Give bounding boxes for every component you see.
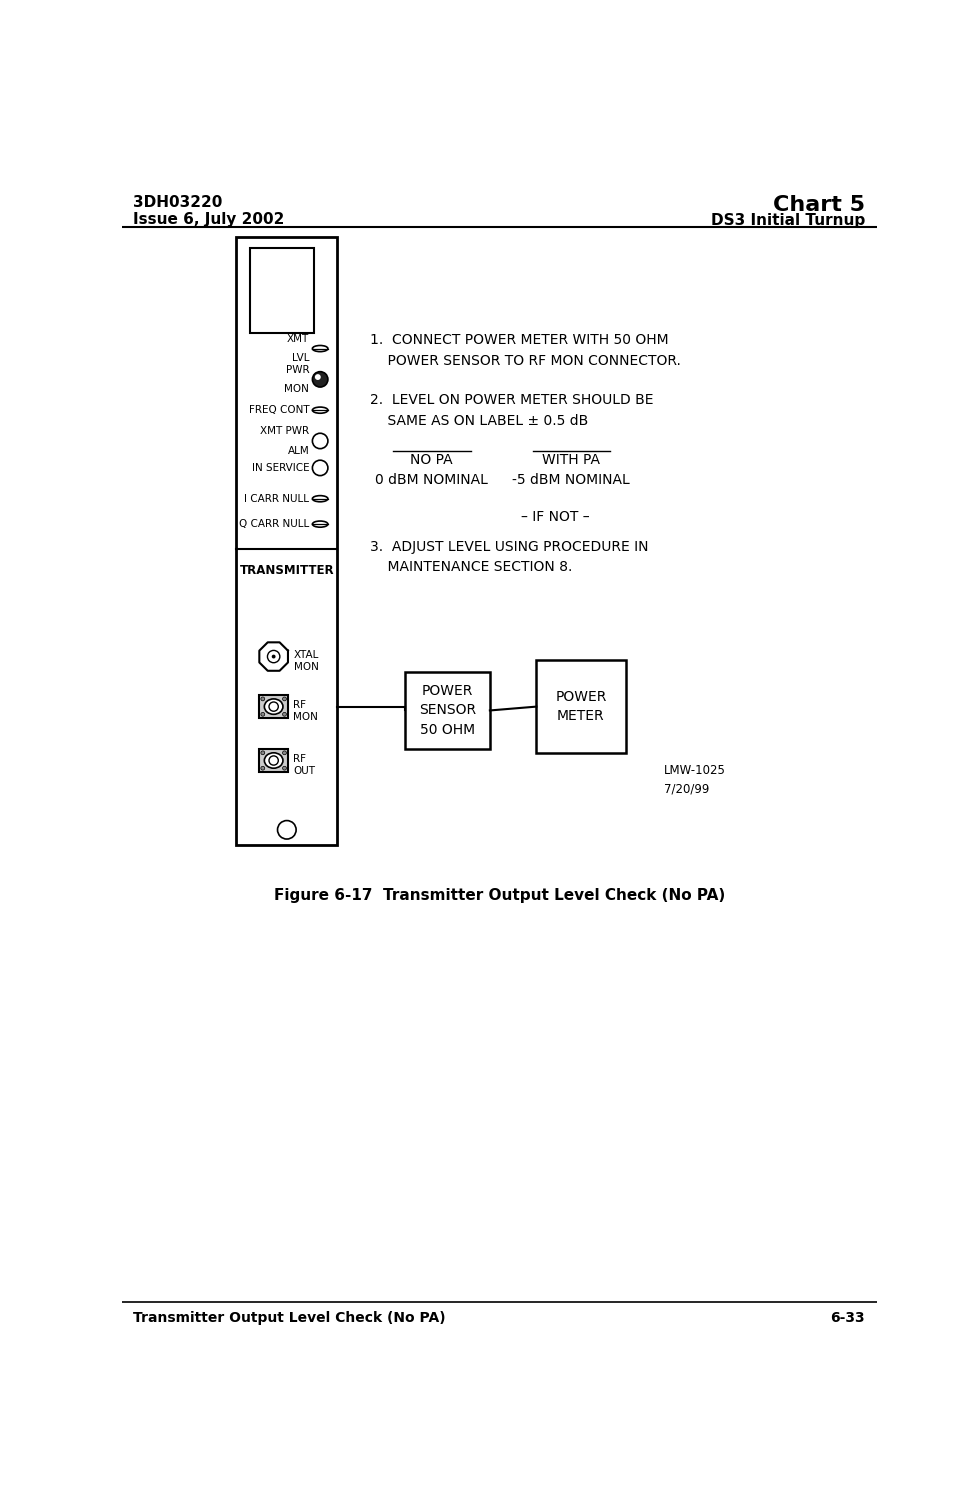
Circle shape bbox=[261, 766, 265, 770]
Text: TRANSMITTER: TRANSMITTER bbox=[240, 564, 334, 578]
Circle shape bbox=[261, 712, 265, 717]
Bar bbox=[259, 749, 288, 772]
Bar bbox=[259, 696, 288, 718]
Text: XMT PWR: XMT PWR bbox=[260, 427, 310, 436]
Text: LVL: LVL bbox=[292, 354, 310, 363]
Text: I CARR NULL: I CARR NULL bbox=[244, 494, 310, 503]
Circle shape bbox=[282, 697, 286, 700]
Text: ALM: ALM bbox=[287, 445, 310, 455]
Circle shape bbox=[315, 375, 320, 381]
Circle shape bbox=[282, 751, 286, 755]
Text: RF
OUT: RF OUT bbox=[293, 754, 315, 776]
Text: DS3 Initial Turnup: DS3 Initial Turnup bbox=[711, 213, 865, 228]
Text: NO PA: NO PA bbox=[410, 452, 453, 466]
Text: IN SERVICE: IN SERVICE bbox=[251, 463, 310, 473]
Circle shape bbox=[261, 751, 265, 755]
Text: FREQ CONT: FREQ CONT bbox=[248, 405, 310, 415]
Ellipse shape bbox=[313, 521, 328, 527]
Text: PWR: PWR bbox=[285, 364, 310, 375]
Text: 0 dBM NOMINAL: 0 dBM NOMINAL bbox=[375, 472, 488, 487]
Text: 3DH03220: 3DH03220 bbox=[133, 194, 223, 209]
Text: 2.  LEVEL ON POWER METER SHOULD BE
    SAME AS ON LABEL ± 0.5 dB: 2. LEVEL ON POWER METER SHOULD BE SAME A… bbox=[370, 393, 654, 428]
Ellipse shape bbox=[264, 699, 283, 714]
Text: 6-33: 6-33 bbox=[831, 1311, 865, 1326]
Circle shape bbox=[282, 712, 286, 717]
Text: Q CARR NULL: Q CARR NULL bbox=[239, 520, 310, 529]
Bar bbox=[404, 672, 490, 749]
Ellipse shape bbox=[313, 496, 328, 502]
Circle shape bbox=[313, 460, 328, 476]
Text: Transmitter Output Level Check (No PA): Transmitter Output Level Check (No PA) bbox=[133, 1311, 446, 1326]
Text: 3.  ADJUST LEVEL USING PROCEDURE IN
    MAINTENANCE SECTION 8.: 3. ADJUST LEVEL USING PROCEDURE IN MAINT… bbox=[370, 539, 649, 575]
Ellipse shape bbox=[313, 408, 328, 414]
Bar bbox=[250, 248, 314, 333]
Bar bbox=[537, 660, 625, 752]
Text: XTAL
MON: XTAL MON bbox=[294, 651, 319, 672]
Bar bbox=[237, 237, 337, 845]
Text: Figure 6-17  Transmitter Output Level Check (No PA): Figure 6-17 Transmitter Output Level Che… bbox=[274, 887, 725, 903]
Text: – IF NOT –: – IF NOT – bbox=[521, 511, 590, 524]
Text: POWER
SENSOR
50 OHM: POWER SENSOR 50 OHM bbox=[419, 684, 476, 738]
Circle shape bbox=[313, 372, 328, 387]
Ellipse shape bbox=[264, 752, 283, 769]
Circle shape bbox=[272, 654, 276, 658]
Text: POWER
METER: POWER METER bbox=[555, 690, 607, 724]
Circle shape bbox=[282, 766, 286, 770]
Text: WITH PA: WITH PA bbox=[543, 452, 600, 466]
Text: XMT: XMT bbox=[287, 334, 310, 343]
Text: MON: MON bbox=[284, 384, 310, 394]
Circle shape bbox=[313, 433, 328, 449]
Text: 1.  CONNECT POWER METER WITH 50 OHM
    POWER SENSOR TO RF MON CONNECTOR.: 1. CONNECT POWER METER WITH 50 OHM POWER… bbox=[370, 333, 681, 367]
Ellipse shape bbox=[313, 345, 328, 352]
Circle shape bbox=[261, 697, 265, 700]
Text: -5 dBM NOMINAL: -5 dBM NOMINAL bbox=[512, 472, 630, 487]
Text: RF
MON: RF MON bbox=[293, 700, 318, 723]
Text: LMW-1025
7/20/99: LMW-1025 7/20/99 bbox=[664, 764, 727, 796]
Text: Chart 5: Chart 5 bbox=[773, 194, 865, 215]
Text: Issue 6, July 2002: Issue 6, July 2002 bbox=[133, 212, 284, 227]
